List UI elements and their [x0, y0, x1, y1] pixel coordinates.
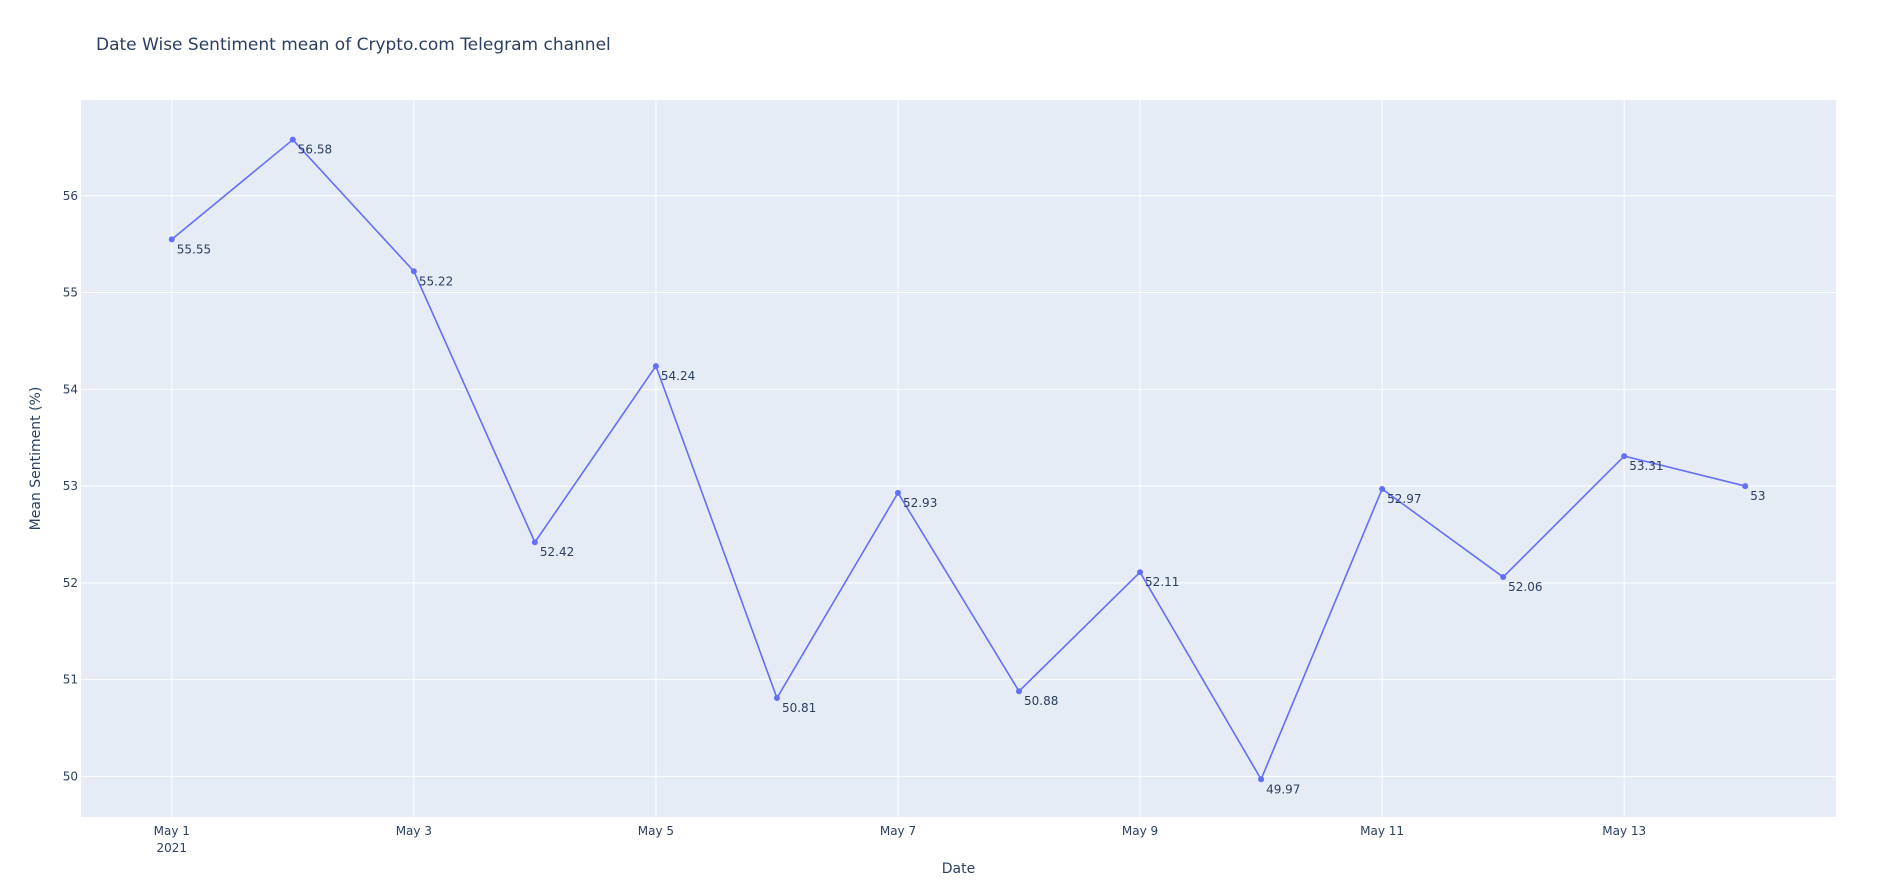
data-label: 53.31	[1629, 459, 1663, 473]
data-label: 55.22	[419, 274, 453, 288]
data-point	[1379, 485, 1386, 492]
data-label: 50.81	[782, 701, 816, 715]
data-point	[410, 268, 417, 275]
y-tick-label: 55	[63, 286, 78, 300]
x-tick-label: May 9	[1122, 824, 1158, 838]
data-point	[894, 489, 901, 496]
data-label: 52.93	[903, 496, 937, 510]
data-point	[531, 539, 538, 546]
x-axis-title: Date	[942, 861, 975, 877]
y-tick-label: 53	[63, 479, 78, 493]
x-tick-label: May 13	[1602, 824, 1646, 838]
data-point	[1258, 776, 1265, 783]
x-tick-label: May 7	[880, 824, 916, 838]
x-tick-label: May 5	[638, 824, 674, 838]
y-axis-title: Mean Sentiment (%)	[28, 387, 44, 531]
data-point	[652, 363, 659, 370]
series-group: 55.55 56.58 55.22 52.42 54.24 50.81 52.93 50.88…	[168, 136, 1766, 796]
data-point	[1500, 574, 1507, 581]
data-point	[1742, 483, 1749, 490]
y-tick-label: 52	[63, 576, 78, 590]
data-label: 53	[1750, 489, 1765, 503]
y-gridlines	[81, 195, 1836, 777]
data-label: 52.06	[1508, 580, 1542, 594]
data-point	[1016, 688, 1023, 695]
x-tick-label: May 1	[154, 824, 190, 838]
y-tick-label: 50	[63, 769, 78, 783]
chart-title: Date Wise Sentiment mean of Crypto.com T…	[96, 35, 611, 55]
data-label: 52.42	[540, 545, 574, 559]
data-point	[773, 694, 780, 701]
y-tick-label: 54	[63, 382, 78, 396]
y-tick-labels: 50 51 52 53 54 55 56	[63, 189, 78, 784]
data-point	[289, 136, 296, 143]
y-tick-label: 56	[63, 189, 78, 203]
series-line	[171, 138, 1746, 782]
data-label: 52.97	[1387, 492, 1421, 506]
y-tick-label: 51	[63, 673, 78, 687]
x-tick-label: May 3	[396, 824, 432, 838]
data-label: 49.97	[1266, 782, 1300, 796]
x-tick-sublabel: 2021	[157, 841, 188, 855]
x-gridlines	[171, 100, 1625, 817]
data-point	[1621, 453, 1628, 460]
data-label: 55.55	[177, 242, 211, 256]
plot-area	[81, 100, 1836, 817]
x-tick-label: May 11	[1360, 824, 1404, 838]
data-label: 52.11	[1145, 575, 1179, 589]
data-label: 56.58	[298, 143, 332, 157]
data-point	[168, 236, 175, 243]
x-tick-labels: May 1 2021 May 3 May 5 May 7 May 9 May 11 May 1…	[154, 824, 1646, 855]
data-point	[1137, 569, 1144, 576]
data-label: 50.88	[1024, 694, 1058, 708]
data-label: 54.24	[661, 369, 695, 383]
